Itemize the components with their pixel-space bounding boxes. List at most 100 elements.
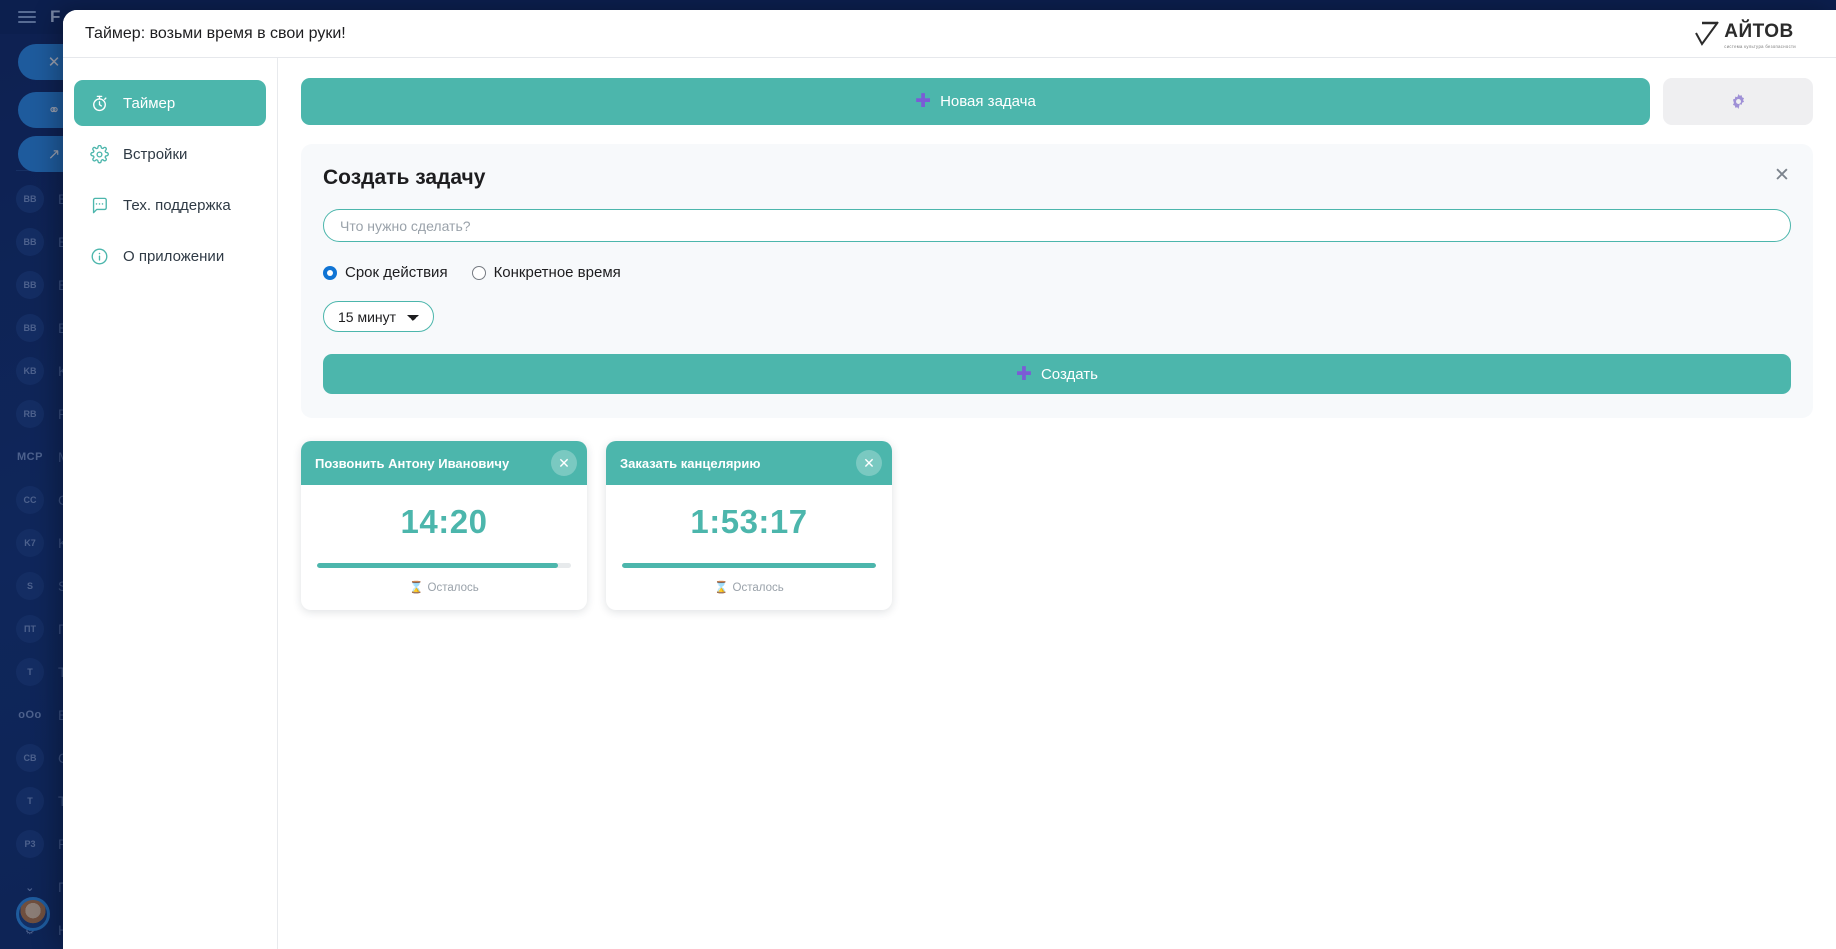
window-title: Таймер: возьми время в свои руки!: [85, 24, 346, 42]
background-avatar: CB: [16, 744, 44, 772]
background-avatar: оОо: [18, 709, 42, 721]
background-contact-row: TT: [0, 783, 248, 819]
window-titlebar: Таймер: возьми время в свои руки! АЙТОВ …: [63, 10, 1836, 58]
new-task-label: Новая задача: [940, 93, 1036, 110]
background-contact-label: B: [58, 707, 67, 723]
timer-icon: [90, 94, 109, 113]
timer-card-header: Позвонить Антону Ивановичу ✕: [301, 441, 587, 485]
hamburger-icon[interactable]: [18, 11, 36, 23]
hourglass-icon: ⌛: [714, 582, 729, 594]
task-name-input[interactable]: [323, 209, 1791, 242]
background-contact-row: SS: [0, 568, 248, 604]
radio-label: Срок действия: [345, 264, 448, 281]
background-avatar: BB: [16, 185, 44, 213]
plus-icon: ✚: [915, 91, 932, 112]
background-avatar: CC: [16, 486, 44, 514]
background-avatar: Р3: [16, 830, 44, 858]
close-icon[interactable]: ✕: [1771, 164, 1793, 186]
background-avatar: ПТ: [16, 615, 44, 643]
gear-icon: [1732, 93, 1744, 110]
progress-bar: [622, 563, 876, 568]
sidebar-item-label: Таймер: [123, 94, 176, 112]
sidebar-item-1[interactable]: Таймер: [74, 80, 266, 126]
background-contact-label: K: [58, 535, 67, 551]
create-task-panel: Создать задачу ✕ Срок действия Конкретное…: [301, 144, 1813, 418]
timer-card: Позвонить Антону Ивановичу ✕ 14:20 ⌛ Осталос…: [301, 441, 587, 610]
mode-radio-group: Срок действия Конкретное время: [323, 264, 1791, 281]
timer-card-body: 1:53:17 ⌛ Осталось: [606, 485, 892, 610]
background-avatar: BB: [16, 271, 44, 299]
gear-icon: [90, 144, 109, 164]
background-avatar: S: [16, 572, 44, 600]
timer-card-title: Заказать канцелярию: [620, 455, 761, 471]
close-icon[interactable]: ✕: [856, 450, 882, 476]
close-icon[interactable]: ✕: [551, 450, 577, 476]
timer-footer-label: Осталось: [427, 582, 479, 594]
page-title: Создать задачу: [323, 166, 486, 189]
background-contact-label: P: [58, 836, 67, 852]
window-body: Таймер Встройки Тех. поддержка О приложении…: [63, 58, 1836, 949]
sidebar-item-3[interactable]: Тех. поддержка: [74, 182, 266, 228]
background-avatar: BB: [16, 314, 44, 342]
settings-button[interactable]: [1663, 78, 1813, 125]
logo-tagline: система культура безопасности: [1724, 43, 1796, 49]
radio-indicator[interactable]: [323, 265, 337, 280]
background-contact-row: KB K: [0, 353, 248, 389]
duration-select[interactable]: 5 минут10 минут15 минут30 минут1 час: [323, 301, 434, 332]
timer-card: Заказать канцелярию ✕ 1:53:17 ⌛ Осталось: [606, 441, 892, 610]
background-avatar: ⌄: [25, 881, 35, 894]
app-main: ✚ Новая задача Создать задачу ✕ Срок дей…: [278, 58, 1836, 949]
create-task-button[interactable]: ✚ Создать: [323, 354, 1791, 394]
background-contact-label: K: [58, 363, 67, 379]
background-contact-label: B: [58, 234, 67, 250]
app-sidebar: Таймер Встройки Тех. поддержка О приложении: [63, 58, 278, 949]
avatar[interactable]: [16, 897, 50, 931]
background-avatar: K7: [16, 529, 44, 557]
background-contact-row: Р3 P: [0, 826, 248, 862]
plus-icon: ✚: [1016, 363, 1032, 385]
timer-card-list: Позвонить Антону Ивановичу ✕ 14:20 ⌛ Осталос…: [301, 441, 1813, 610]
new-task-button[interactable]: ✚ Новая задача: [301, 78, 1650, 125]
background-contact-label: B: [58, 191, 67, 207]
background-avatar: KB: [16, 357, 44, 385]
hourglass-icon: ⌛: [409, 582, 424, 594]
timer-card-title: Позвонить Антону Ивановичу: [315, 455, 510, 471]
background-avatar: T: [16, 658, 44, 686]
logo-wordmark: АЙТОВ: [1724, 20, 1794, 42]
toolbar: ✚ Новая задача: [301, 78, 1813, 125]
background-brand: F: [50, 7, 61, 26]
progress-bar: [317, 563, 571, 568]
radio-option-2[interactable]: Конкретное время: [471, 264, 621, 281]
sidebar-item-2[interactable]: Встройки: [74, 131, 266, 177]
background-contact-row: BBB: [0, 224, 248, 260]
background-contact-label: T: [58, 793, 67, 809]
sidebar-item-4[interactable]: О приложении: [74, 233, 266, 279]
create-label: Создать: [1040, 365, 1098, 383]
check-seven-icon: [1695, 20, 1720, 46]
background-avatar: BB: [16, 228, 44, 256]
sidebar-item-label: Встройки: [123, 145, 188, 163]
timer-footer-label: Осталось: [732, 582, 784, 594]
background-contact-label: S: [58, 578, 67, 594]
background-contact-row: K7 K: [0, 525, 248, 561]
chat-icon: [90, 196, 109, 215]
sidebar-item-label: Тех. поддержка: [123, 196, 231, 214]
timer-card-header: Заказать канцелярию ✕: [606, 441, 892, 485]
zaytov-logo: АЙТОВ система культура безопасности: [1692, 19, 1818, 49]
radio-indicator[interactable]: [471, 265, 486, 280]
timer-remaining-value: 14:20: [400, 503, 488, 540]
timer-card-footer: ⌛ Осталось: [317, 580, 571, 594]
timer-card-body: 14:20 ⌛ Осталось: [301, 485, 587, 610]
timer-card-footer: ⌛ Осталось: [622, 580, 876, 594]
sidebar-item-label: О приложении: [123, 247, 225, 265]
background-avatar: T: [16, 787, 44, 815]
info-icon: [90, 247, 109, 266]
radio-option-1[interactable]: Срок действия: [323, 264, 448, 281]
background-avatar: RB: [16, 400, 44, 428]
background-avatar: MCP: [17, 451, 43, 463]
background-contact-row: оОо B: [0, 697, 248, 733]
background-contact-label: T: [58, 664, 67, 680]
background-contact-row: BBB: [0, 181, 248, 217]
timer-remaining-value: 1:53:17: [690, 503, 808, 540]
radio-label: Конкретное время: [493, 264, 621, 281]
